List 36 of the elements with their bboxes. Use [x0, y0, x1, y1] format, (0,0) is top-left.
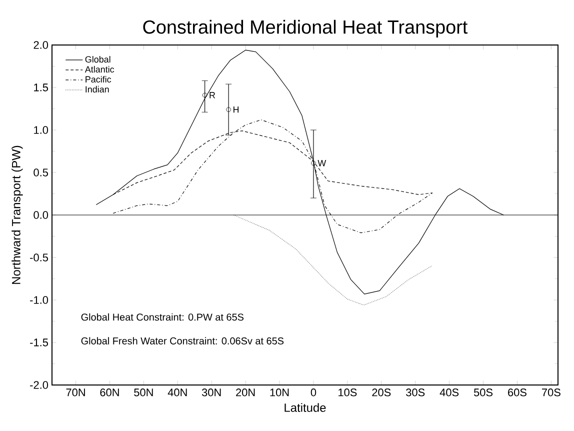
x-tick-label: 50N [134, 388, 153, 396]
x-tick-label: 70S [542, 388, 560, 396]
x-axis-title: Latitude [284, 403, 326, 412]
annotation: W [318, 160, 326, 166]
chart-title: Constrained Meridional Heat Transport [143, 20, 468, 38]
x-tick-label: 20N [236, 388, 255, 396]
legend-label: Atlantic [84, 66, 114, 73]
x-tick-label: 70N [66, 388, 85, 396]
y-tick-label: -1.5 [30, 338, 48, 346]
annotation: H [234, 106, 239, 113]
x-tick-label: 20S [372, 388, 391, 396]
y-tick-label: -2.0 [30, 381, 48, 389]
x-tick-label: 10S [338, 388, 357, 396]
x-tick-label: 60S [508, 388, 526, 396]
x-tick-label: 40N [168, 388, 187, 396]
y-tick-label: 0.5 [34, 168, 48, 176]
x-tick-label: 50S [474, 388, 493, 396]
y-tick-label: 0.0 [34, 211, 48, 219]
annotation: Global Fresh Water Constraint: 0.06Sv at 65S [81, 337, 284, 344]
legend-label: Global [85, 56, 110, 63]
y-tick-label: 1.5 [34, 84, 48, 92]
x-tick-label: 30S [406, 388, 425, 396]
y-tick-label: -0.5 [30, 254, 48, 262]
y-axis-title: Northward Transport (PW) [12, 146, 23, 284]
x-tick-label: 30N [202, 388, 221, 396]
x-tick-label: 40S [440, 388, 459, 396]
y-tick-label: -1.0 [30, 296, 48, 304]
legend-label: Indian [86, 86, 109, 93]
legend-label: Pacific [86, 76, 112, 83]
y-tick-label: 1.0 [34, 126, 48, 134]
x-tick-label: 10N [270, 388, 289, 396]
annotation: R [210, 92, 216, 98]
x-tick-label: 60N [100, 388, 119, 396]
y-tick-label: 2.0 [34, 41, 48, 49]
annotation: Global Heat Constraint: 0.PW at 65S [81, 313, 244, 321]
x-tick-label: 0 [310, 388, 316, 396]
